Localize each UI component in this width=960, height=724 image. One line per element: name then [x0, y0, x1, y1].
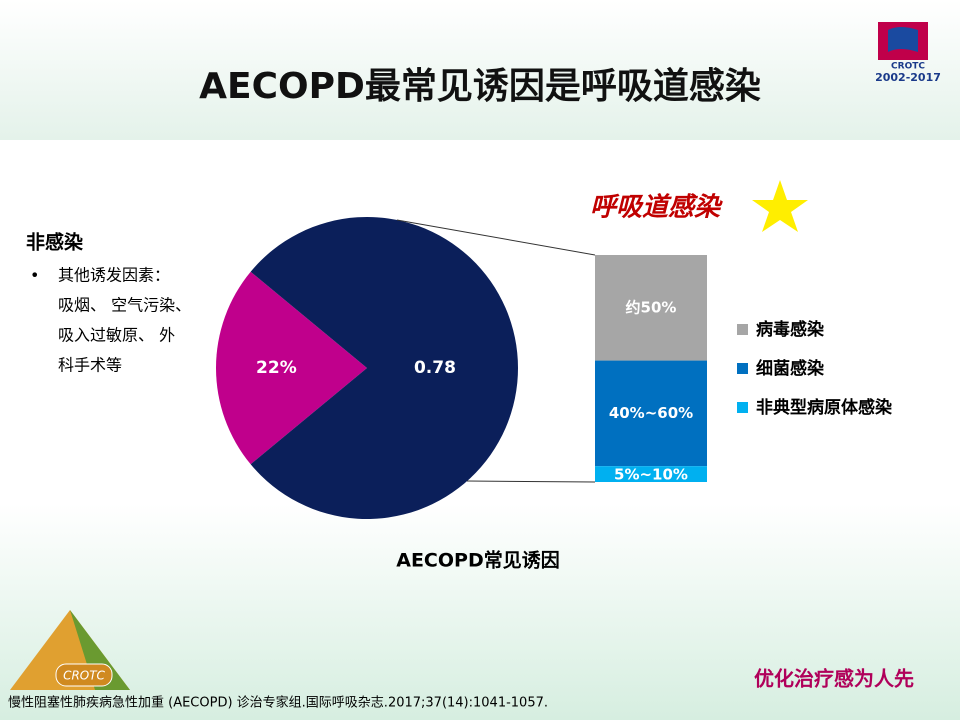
legend-label: 细菌感染 [756, 358, 824, 379]
heading: 非感染 [26, 231, 83, 254]
chart-caption: AECOPD常见诱因 [396, 549, 559, 572]
legend-label: 非典型病原体感染 [756, 397, 892, 418]
bullet: • [30, 266, 39, 285]
pyramid-badge [55, 663, 113, 687]
connector [466, 480, 596, 483]
pie-slice [250, 216, 518, 519]
bullet-line: 科手术等 [58, 356, 122, 375]
chart: 22% 0.78 约50% 病毒感染 40%~60% 细菌感染 5%~10% 非典型病原体感染… [215, 193, 892, 572]
logo: CROTC 2002-2017 [875, 22, 941, 84]
title: AECOPD最常见诱因是呼吸道感染 [199, 66, 761, 107]
logo-text: 2002-2017 [875, 71, 941, 84]
header-band [0, 0, 960, 140]
legend-swatch [737, 402, 748, 413]
slogan: 优化治疗感为人先 [754, 667, 914, 691]
logo-mark [888, 27, 918, 52]
pie-slice [215, 271, 367, 465]
bar-segment [595, 255, 707, 361]
connector [396, 219, 596, 256]
bar-segment [595, 466, 707, 482]
pyramid-text: CROTC [63, 669, 105, 683]
star [752, 180, 808, 232]
bar-label: 5%~10% [614, 466, 688, 484]
bullet-line: 吸烟、 空气污染、 [58, 296, 191, 315]
citation: 慢性阻塞性肺疾病急性加重 (AECOPD) 诊治专家组.国际呼吸杂志.2017;… [8, 695, 548, 711]
star-icon [752, 180, 808, 232]
bar-segment [595, 360, 707, 467]
pie-label: 22% [256, 358, 297, 378]
pie-label: 0.78 [414, 358, 456, 378]
logo-text: CROTC [891, 62, 925, 72]
bar-label: 40%~60% [609, 404, 693, 422]
bullet-line: 吸入过敏原、 外 [58, 326, 175, 345]
legend-label: 病毒感染 [756, 319, 824, 340]
legend-swatch [737, 324, 748, 335]
pyramid-logo: CROTC [10, 610, 130, 690]
legend-swatch [737, 363, 748, 374]
pyramid [70, 610, 130, 690]
breakdown-title: 呼吸道感染 [590, 193, 723, 223]
bullet-line: 其他诱发因素： [58, 266, 170, 285]
bar-label: 约50% [626, 298, 677, 316]
